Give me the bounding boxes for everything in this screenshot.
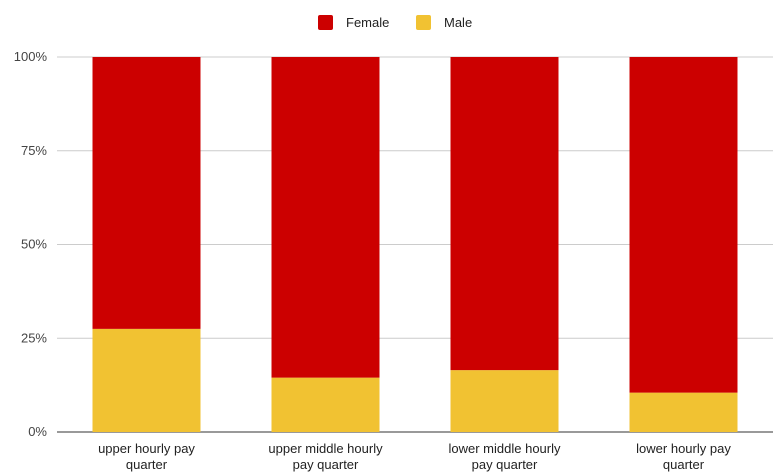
chart-legend: Female Male bbox=[318, 15, 472, 30]
y-tick-label: 100% bbox=[14, 49, 48, 64]
legend-label-female: Female bbox=[346, 15, 389, 30]
x-category-label: lower middle hourly pay quarter bbox=[449, 441, 561, 472]
bar-female-2 bbox=[271, 57, 380, 378]
y-axis: 0% 25% 50% 75% 100% bbox=[14, 49, 48, 439]
bar-female-3 bbox=[450, 57, 559, 371]
bar-female-1 bbox=[92, 57, 201, 329]
y-tick-label: 75% bbox=[21, 143, 47, 158]
x-axis: upper hourly pay quarter upper middle hour… bbox=[98, 441, 731, 472]
legend-swatch-male bbox=[416, 15, 431, 30]
bar-male-3 bbox=[450, 370, 559, 432]
bar-female-4 bbox=[629, 57, 738, 393]
bar-male-4 bbox=[629, 392, 738, 432]
y-tick-label: 50% bbox=[21, 237, 47, 252]
bars bbox=[92, 57, 738, 432]
bar-male-2 bbox=[271, 377, 380, 432]
x-category-label: lower hourly pay quarter bbox=[636, 441, 731, 472]
x-category-label: upper hourly pay quarter bbox=[98, 441, 195, 472]
x-category-label: upper middle hourly pay quarter bbox=[268, 441, 383, 472]
legend-swatch-female bbox=[318, 15, 333, 30]
legend-label-male: Male bbox=[444, 15, 472, 30]
y-tick-label: 25% bbox=[21, 330, 47, 345]
y-tick-label: 0% bbox=[28, 424, 47, 439]
bar-male-1 bbox=[92, 328, 201, 432]
